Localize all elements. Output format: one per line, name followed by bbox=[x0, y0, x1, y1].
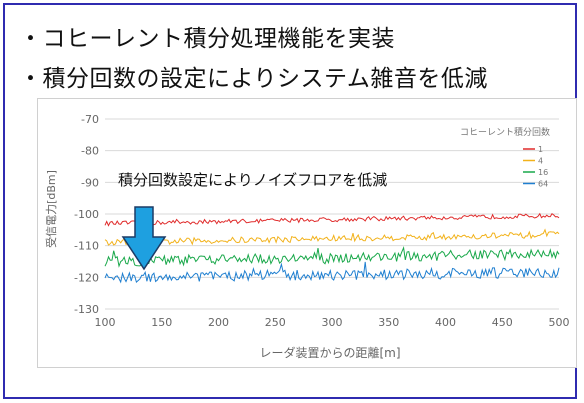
x-tick-label: 150 bbox=[151, 316, 172, 329]
x-tick-label: 350 bbox=[378, 316, 399, 329]
legend-label-64: 64 bbox=[538, 180, 548, 189]
y-tick-label: -90 bbox=[81, 176, 99, 189]
legend: コヒーレント積分回数 1 4 16 64 bbox=[460, 126, 550, 189]
y-axis-label: 受信電力[dBm] bbox=[45, 170, 58, 248]
down-arrow-icon bbox=[121, 206, 167, 271]
y-tick-label: -70 bbox=[81, 113, 99, 126]
y-tick-label: -80 bbox=[81, 145, 99, 158]
bullet-1: ・コヒーレント積分処理機能を実装 bbox=[19, 26, 395, 52]
line-chart: -70 -80 -90 -100 -110 -120 -130 100 150 200 250 30… bbox=[45, 113, 570, 360]
x-tick-label: 450 bbox=[492, 316, 513, 329]
y-tick-labels: -70 -80 -90 -100 -110 -120 -130 bbox=[74, 113, 99, 316]
x-tick-label: 250 bbox=[265, 316, 286, 329]
x-tick-label: 500 bbox=[549, 316, 570, 329]
series-line-64 bbox=[104, 261, 560, 284]
y-tick-label: -110 bbox=[74, 240, 99, 253]
legend-label-1: 1 bbox=[538, 145, 543, 154]
arrow-shape bbox=[121, 206, 167, 271]
legend-label-4: 4 bbox=[538, 157, 543, 166]
x-tick-label: 100 bbox=[95, 316, 116, 329]
annotation-text: 積分回数設定によりノイズフロアを低減 bbox=[118, 171, 387, 189]
x-tick-labels: 100 150 200 250 300 350 400 450 500 bbox=[95, 316, 570, 329]
y-tick-label: -130 bbox=[74, 303, 99, 316]
series-line-16 bbox=[104, 245, 560, 268]
slide: ・コヒーレント積分処理機能を実装 ・積分回数の設定によりシステム雑音を低減 -7… bbox=[3, 3, 577, 399]
grid-lines bbox=[105, 118, 559, 310]
series-line-4 bbox=[104, 228, 560, 247]
x-tick-label: 200 bbox=[208, 316, 229, 329]
legend-label-16: 16 bbox=[538, 168, 548, 177]
legend-title: コヒーレント積分回数 bbox=[460, 126, 550, 138]
x-tick-label: 300 bbox=[322, 316, 343, 329]
series-line-1 bbox=[104, 212, 560, 227]
x-axis-label: レーダ装置からの距離[m] bbox=[259, 345, 400, 360]
bullet-2: ・積分回数の設定によりシステム雑音を低減 bbox=[19, 66, 488, 92]
series-lines bbox=[104, 212, 560, 284]
x-tick-label: 400 bbox=[435, 316, 456, 329]
y-tick-label: -100 bbox=[74, 208, 99, 221]
chart-container: -70 -80 -90 -100 -110 -120 -130 100 150 200 250 30… bbox=[37, 98, 577, 368]
y-tick-label: -120 bbox=[74, 271, 99, 284]
